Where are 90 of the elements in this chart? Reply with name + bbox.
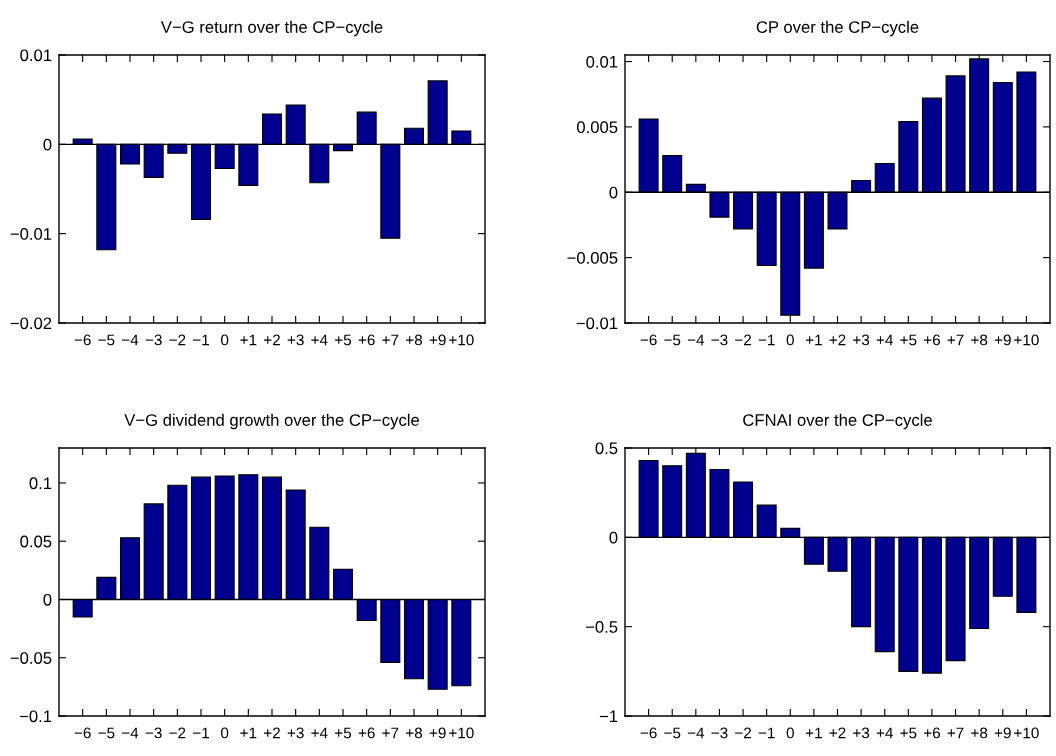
x-tick-label: +2 bbox=[264, 334, 280, 346]
x-tick-label: −6 bbox=[640, 334, 657, 346]
x-tick-label: −5 bbox=[98, 727, 115, 739]
y-tick-label: −0.01 bbox=[576, 317, 618, 330]
x-tick-label: −5 bbox=[98, 334, 115, 346]
x-tick-label: −5 bbox=[664, 727, 681, 739]
x-tick-label: −2 bbox=[735, 334, 751, 346]
chart-title: CP over the CP−cycle bbox=[756, 20, 919, 37]
x-tick-label: +10 bbox=[1014, 334, 1039, 346]
x-tick-label: 0 bbox=[786, 727, 794, 739]
x-tick-label: −6 bbox=[74, 727, 91, 739]
x-tick-label: −4 bbox=[122, 727, 139, 739]
x-tick-label: −3 bbox=[145, 334, 162, 346]
x-tick-label: 0 bbox=[221, 334, 229, 346]
x-tick-label: +8 bbox=[971, 334, 988, 346]
x-tick-label: +10 bbox=[1014, 727, 1039, 739]
x-tick-label: +10 bbox=[449, 727, 474, 739]
chart-title: CFNAI over the CP−cycle bbox=[743, 413, 932, 430]
x-tick-label: +7 bbox=[382, 727, 399, 739]
x-tick-label: +4 bbox=[311, 334, 328, 346]
x-tick-label: −3 bbox=[711, 334, 728, 346]
x-tick-label: −4 bbox=[687, 334, 705, 346]
x-tick-label: +6 bbox=[923, 334, 940, 346]
x-tick-label: +4 bbox=[876, 334, 893, 346]
x-tick-label: +3 bbox=[287, 334, 304, 346]
y-tick-label: 0 bbox=[43, 138, 52, 151]
x-tick-label: +4 bbox=[311, 727, 328, 739]
x-tick-label: −3 bbox=[145, 727, 162, 739]
x-tick-label: +5 bbox=[335, 334, 352, 346]
x-tick-label: −6 bbox=[640, 727, 657, 739]
x-tick-label: 0 bbox=[221, 727, 229, 739]
x-tick-label: +8 bbox=[971, 727, 988, 739]
x-tick-label: +9 bbox=[429, 727, 446, 739]
x-tick-label: −3 bbox=[711, 727, 728, 739]
y-tick-label: 0 bbox=[609, 186, 618, 199]
x-tick-label: +5 bbox=[900, 727, 917, 739]
x-tick-label: −4 bbox=[687, 727, 705, 739]
y-tick-label: 0.01 bbox=[20, 49, 52, 62]
x-tick-label: +1 bbox=[240, 727, 257, 739]
x-tick-label: +7 bbox=[947, 727, 964, 739]
x-tick-label: +1 bbox=[240, 334, 257, 346]
x-tick-label: −1 bbox=[193, 334, 209, 346]
chart-title: V−G return over the CP−cycle bbox=[160, 20, 383, 37]
x-tick-label: +1 bbox=[805, 334, 822, 346]
y-tick-label: −0.01 bbox=[10, 228, 52, 240]
y-tick-label: −0.1 bbox=[19, 710, 52, 723]
x-tick-label: −2 bbox=[169, 334, 186, 346]
chart-title: V−G dividend growth over the CP−cycle bbox=[124, 413, 420, 430]
y-tick-label: 0.1 bbox=[29, 477, 52, 490]
x-tick-label: +10 bbox=[449, 334, 474, 346]
y-tick-label: 0 bbox=[43, 593, 52, 606]
x-tick-label: −4 bbox=[122, 334, 139, 346]
y-tick-label: 0.5 bbox=[595, 442, 618, 455]
x-tick-label: +7 bbox=[382, 334, 399, 346]
x-tick-label: +3 bbox=[853, 727, 870, 739]
x-tick-label: −2 bbox=[169, 727, 186, 739]
x-tick-label: +6 bbox=[923, 727, 940, 739]
x-tick-label: +2 bbox=[264, 727, 280, 739]
x-tick-label: −5 bbox=[664, 334, 681, 346]
y-tick-label: −1 bbox=[599, 710, 618, 723]
x-tick-label: −1 bbox=[758, 334, 775, 346]
x-tick-label: −1 bbox=[193, 727, 209, 739]
x-tick-label: +7 bbox=[947, 334, 964, 346]
y-tick-label: −0.5 bbox=[585, 621, 618, 633]
x-tick-label: +5 bbox=[335, 727, 352, 739]
x-tick-label: +6 bbox=[358, 727, 375, 739]
x-tick-label: +8 bbox=[406, 334, 423, 346]
x-tick-label: +9 bbox=[429, 334, 446, 346]
x-tick-label: 0 bbox=[786, 334, 794, 346]
x-tick-label: +1 bbox=[805, 727, 822, 739]
x-tick-label: +2 bbox=[829, 727, 846, 739]
x-tick-label: +9 bbox=[994, 334, 1011, 346]
y-tick-label: 0.05 bbox=[20, 535, 52, 548]
x-tick-label: −2 bbox=[735, 727, 751, 739]
x-tick-label: −6 bbox=[74, 334, 91, 346]
x-tick-label: −1 bbox=[758, 727, 775, 739]
x-tick-label: +4 bbox=[876, 727, 893, 739]
y-tick-label: 0.01 bbox=[586, 55, 618, 68]
y-tick-label: 0 bbox=[609, 531, 618, 544]
y-tick-label: −0.05 bbox=[10, 652, 52, 664]
x-tick-label: +8 bbox=[406, 727, 423, 739]
y-tick-label: −0.02 bbox=[10, 317, 52, 330]
y-tick-label: −0.005 bbox=[567, 252, 618, 264]
x-tick-label: +9 bbox=[994, 727, 1011, 739]
x-tick-label: +2 bbox=[829, 334, 846, 346]
x-tick-label: +3 bbox=[853, 334, 870, 346]
x-tick-label: +3 bbox=[287, 727, 304, 739]
x-tick-label: +5 bbox=[900, 334, 917, 346]
y-tick-label: 0.005 bbox=[577, 121, 618, 134]
x-tick-label: +6 bbox=[358, 334, 375, 346]
